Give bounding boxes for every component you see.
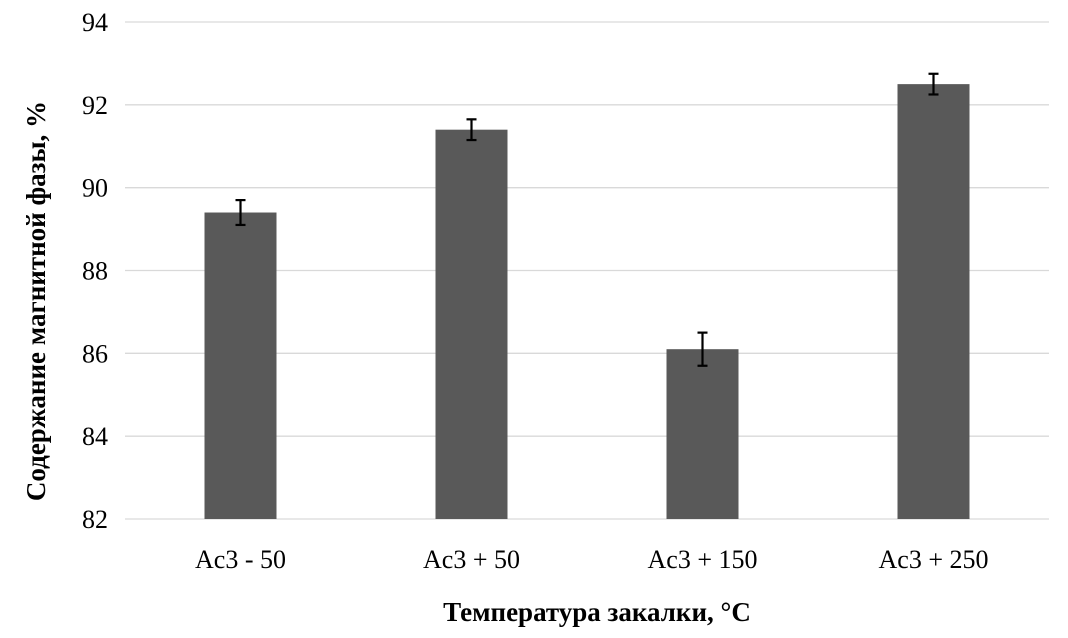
y-tick-label: 82 <box>82 505 108 534</box>
bar <box>666 349 739 519</box>
error-bar <box>466 118 477 142</box>
error-bar <box>697 331 708 367</box>
error-bars <box>235 72 939 367</box>
error-bar <box>928 72 939 96</box>
y-tick-label: 92 <box>82 91 108 120</box>
y-tick-label: 84 <box>82 422 108 451</box>
x-tick-label: Ac3 - 50 <box>195 545 286 574</box>
y-tick-label: 88 <box>82 257 108 286</box>
x-tick-label: Ac3 + 50 <box>423 545 520 574</box>
bars <box>204 84 970 519</box>
y-axis-title: Содержание магнитной фазы, % <box>21 101 51 501</box>
bar <box>435 129 508 519</box>
bar <box>204 212 277 519</box>
x-tick-label: Ac3 + 250 <box>879 545 989 574</box>
x-axis-ticks: Ac3 - 50 Ac3 + 50 Ac3 + 150 Ac3 + 250 <box>195 545 988 574</box>
y-axis-ticks: 82 84 86 88 90 92 94 <box>82 8 108 534</box>
x-tick-label: Ac3 + 150 <box>648 545 758 574</box>
error-bar <box>235 198 246 227</box>
y-tick-label: 86 <box>82 339 108 368</box>
y-tick-label: 90 <box>82 174 108 203</box>
gridlines <box>125 21 1049 520</box>
bar <box>897 84 970 519</box>
x-axis-title: Температура закалки, °C <box>443 597 751 627</box>
y-tick-label: 94 <box>82 8 108 37</box>
